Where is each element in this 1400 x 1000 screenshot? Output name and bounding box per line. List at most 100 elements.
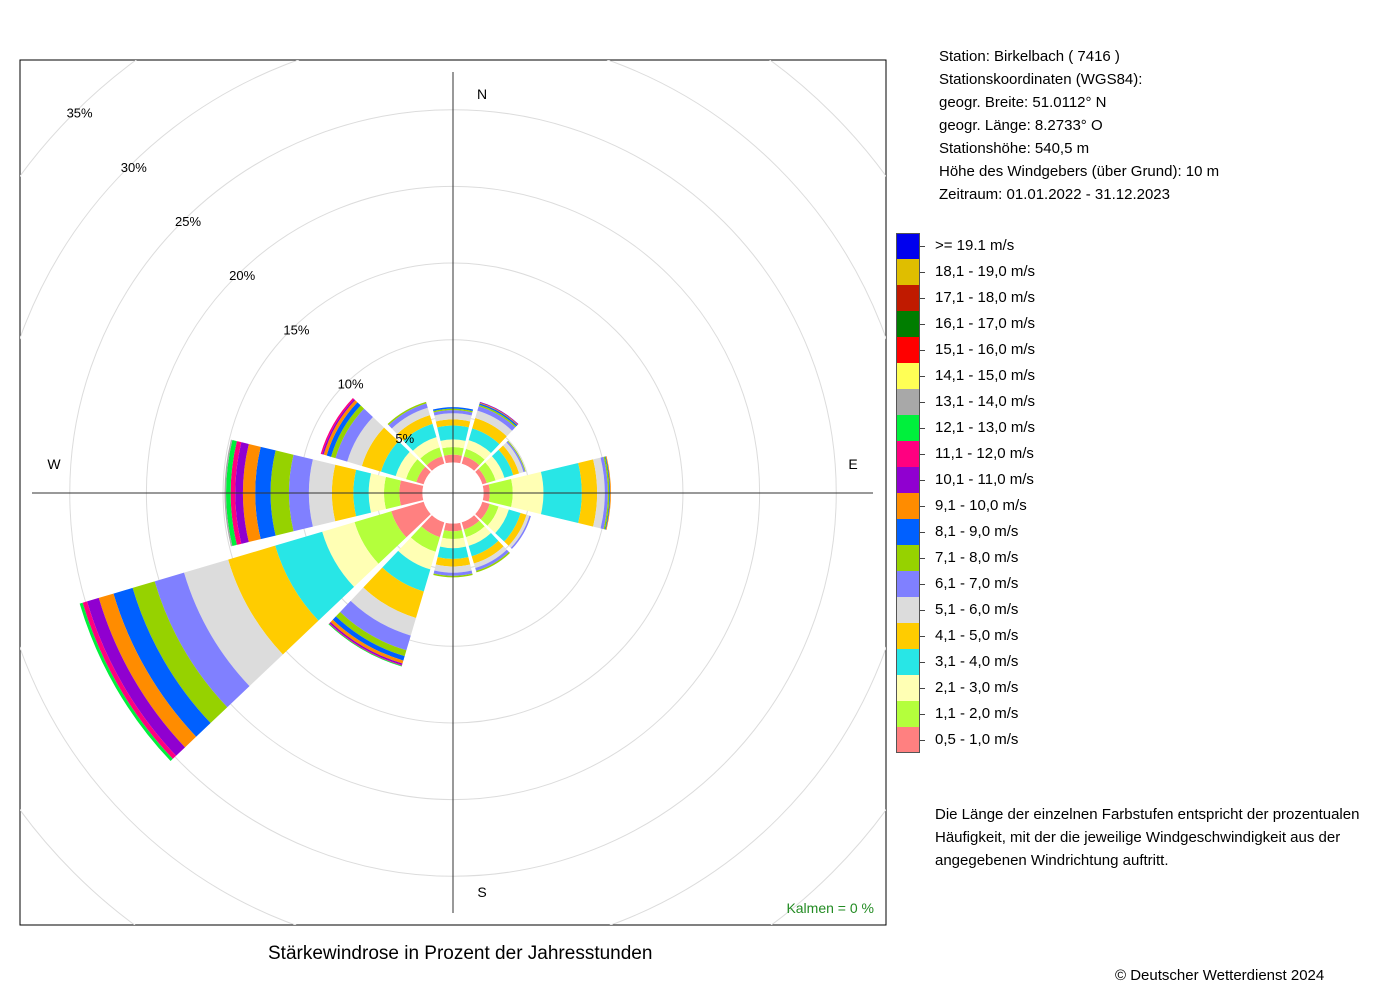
station-coords-heading: Stationskoordinaten (WGS84): [939, 71, 1143, 88]
legend-swatch [896, 259, 920, 285]
station-name: Station: Birkelbach ( 7416 ) [939, 48, 1120, 65]
legend-label: 13,1 - 14,0 m/s [935, 393, 1036, 410]
sector-band [433, 408, 473, 413]
legend-swatch [896, 389, 920, 415]
chart-caption: Stärkewindrose in Prozent der Jahresstun… [268, 943, 653, 964]
sector-band [226, 440, 237, 546]
sector-band [463, 448, 485, 466]
sector-band [487, 506, 509, 534]
sector-band [468, 533, 499, 557]
sector-band [485, 456, 505, 481]
sector-band [498, 445, 520, 476]
legend-swatch [896, 571, 920, 597]
sector-band [330, 619, 404, 664]
station-elevation: Stationshöhe: 540,5 m [939, 140, 1090, 157]
time-period: Zeitraum: 01.01.2022 - 31.12.2023 [939, 186, 1170, 203]
sector-band [350, 587, 416, 636]
legend-tick [920, 272, 925, 273]
legend-tick [920, 454, 925, 455]
ring-label: 10% [338, 377, 364, 392]
sector-band [322, 522, 379, 587]
legend-tick [920, 636, 925, 637]
legend-tick [920, 506, 925, 507]
legend-swatch [896, 285, 920, 311]
legend-swatch [896, 363, 920, 389]
sector-band [331, 405, 365, 459]
station-latitude: geogr. Breite: 51.0112° N [939, 94, 1107, 111]
sector-band [275, 531, 355, 621]
legend-swatch [896, 415, 920, 441]
sector-band [478, 462, 496, 483]
legend-tick [920, 350, 925, 351]
sector-band [432, 407, 474, 412]
legend-swatch [896, 545, 920, 571]
sector-band [605, 456, 611, 530]
sector-band [340, 600, 411, 651]
ring-label: 30% [121, 160, 147, 175]
sector-band [475, 468, 487, 485]
sector-240-deg [79, 501, 431, 762]
sector-band [433, 573, 473, 578]
calm-label: Kalmen = 0 % [786, 900, 874, 916]
sector-band [480, 503, 499, 526]
sector-band [477, 406, 516, 431]
sector-band [395, 451, 418, 480]
legend-label: 1,1 - 2,0 m/s [935, 705, 1019, 722]
legend-swatch [896, 441, 920, 467]
sector-band [491, 449, 514, 478]
sector-band [224, 439, 233, 547]
legend-label: 9,1 - 10,0 m/s [935, 497, 1027, 514]
sensor-height: Höhe des Windgebers (über Grund): 10 m [939, 163, 1220, 180]
sector-band [335, 408, 373, 462]
ring-labels: 5% 10% 15% 20% 25% 30% 35% [67, 106, 415, 446]
legend-swatch [896, 337, 920, 363]
compass-west-label: W [47, 456, 61, 472]
sector-band [475, 549, 509, 571]
legend-label: 14,1 - 15,0 m/s [935, 367, 1036, 384]
legend-tick [920, 714, 925, 715]
sector-band [426, 456, 445, 471]
legend-label: 4,1 - 5,0 m/s [935, 627, 1019, 644]
sector-band [506, 441, 526, 473]
sector-band [388, 403, 428, 429]
compass-north-label: N [477, 86, 487, 102]
legend-swatch [896, 727, 920, 753]
legend-tick [920, 740, 925, 741]
sector-band [473, 546, 507, 568]
sector-120-deg [475, 501, 531, 549]
sector-band [82, 601, 177, 759]
legend-tick [920, 298, 925, 299]
rose-sectors [79, 398, 611, 762]
sector-band [154, 572, 250, 708]
ring-label: 5% [395, 431, 414, 446]
legend-tick [920, 532, 925, 533]
legend-label: 10,1 - 11,0 m/s [935, 471, 1034, 488]
sector-band [495, 509, 521, 542]
sector-band [416, 466, 431, 485]
legend-label: 15,1 - 16,0 m/s [935, 341, 1036, 358]
legend-label: 5,1 - 6,0 m/s [935, 601, 1019, 618]
sector-band [471, 540, 504, 564]
legend-tick [920, 376, 925, 377]
sector-band [391, 501, 431, 538]
sector-band [363, 567, 424, 618]
legend-swatch [896, 493, 920, 519]
sector-band [87, 597, 186, 756]
sector-band [510, 515, 531, 549]
legend-tick [920, 558, 925, 559]
legend-swatch [896, 233, 920, 259]
sector-band [605, 456, 611, 530]
sector-band [463, 520, 485, 538]
legend-label: 17,1 - 18,0 m/s [935, 289, 1036, 306]
sector-band [603, 456, 610, 530]
sector-30-deg [461, 401, 519, 471]
legend-swatch [896, 311, 920, 337]
legend-label: 12,1 - 13,0 m/s [935, 419, 1036, 436]
compass-axes [32, 72, 873, 913]
note-line: Häufigkeit, mit der die jeweilige Windge… [935, 829, 1341, 846]
sector-band [466, 526, 491, 546]
copyright-notice: © Deutscher Wetterdienst 2024 [1115, 967, 1325, 984]
sector-band [410, 526, 440, 552]
ring-label: 15% [283, 322, 309, 337]
note-line: Die Länge der einzelnen Farbstufen entsp… [935, 806, 1360, 823]
